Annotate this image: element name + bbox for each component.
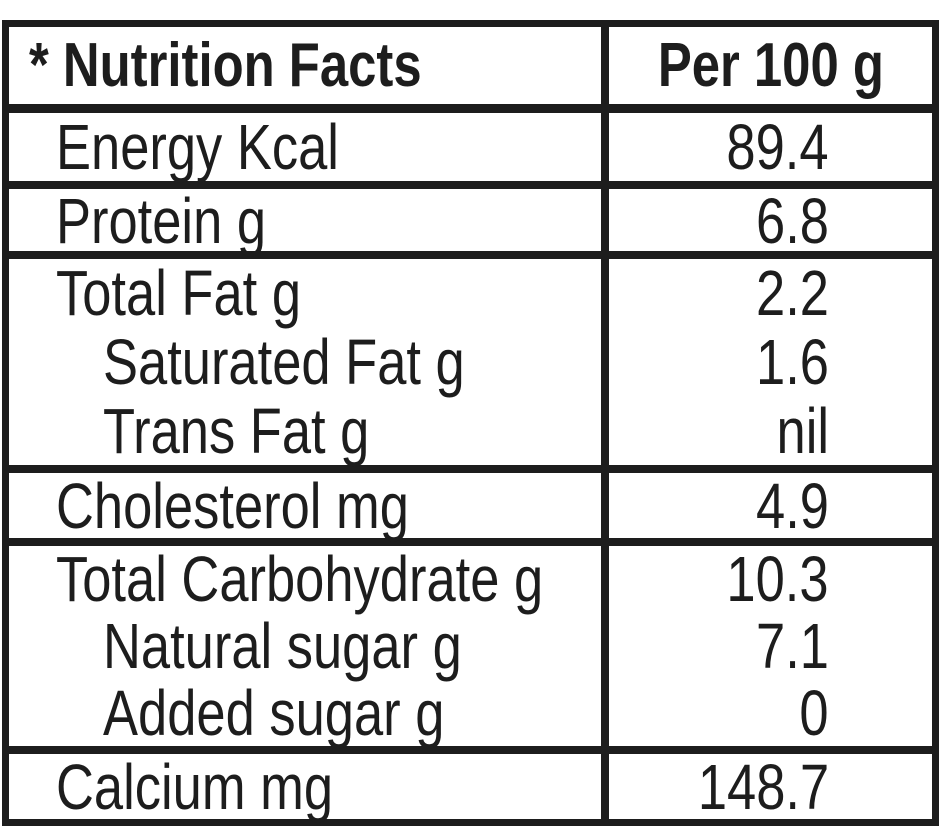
row-carbohydrate-group: Total Carbohydrate g Natural sugar g Add… xyxy=(9,546,932,754)
value-protein: 6.8 xyxy=(756,185,829,257)
carb-group-value-cell: 10.3 7.1 0 xyxy=(609,546,932,746)
row-cholesterol: Cholesterol mg 4.9 xyxy=(9,473,932,546)
label-line-sub: Natural sugar g xyxy=(9,613,601,680)
carb-group-label-cell: Total Carbohydrate g Natural sugar g Add… xyxy=(9,546,609,746)
row-protein-label-cell: Protein g xyxy=(9,189,609,253)
table-title: * Nutrition Facts xyxy=(29,30,422,100)
row-energy-label-cell: Energy Kcal xyxy=(9,113,609,181)
value-trans-fat: nil xyxy=(776,394,829,467)
label-cholesterol: Cholesterol mg xyxy=(56,469,409,542)
row-protein-value-cell: 6.8 xyxy=(609,189,932,253)
label-total-fat: Total Fat g xyxy=(56,257,302,330)
label-line: Total Carbohydrate g xyxy=(9,546,601,613)
fat-group-label-cell: Total Fat g Saturated Fat g Trans Fat g xyxy=(9,259,609,465)
nutrition-facts-table: * Nutrition Facts Per 100 g Energy Kcal … xyxy=(2,20,939,826)
label-calcium: Calcium mg xyxy=(56,750,334,823)
value-energy: 89.4 xyxy=(726,111,829,183)
value-line: 7.1 xyxy=(609,613,932,680)
row-calcium-label-cell: Calcium mg xyxy=(9,754,609,819)
value-added-sugar: 0 xyxy=(799,676,829,749)
value-line: 4.9 xyxy=(609,473,932,538)
label-total-carbohydrate: Total Carbohydrate g xyxy=(56,543,544,616)
value-total-carbohydrate: 10.3 xyxy=(726,543,829,616)
value-saturated-fat: 1.6 xyxy=(756,326,829,398)
value-total-fat: 2.2 xyxy=(756,257,829,330)
row-fat-group: Total Fat g Saturated Fat g Trans Fat g … xyxy=(9,259,932,473)
label-trans-fat: Trans Fat g xyxy=(103,394,370,467)
label-line-sub: Trans Fat g xyxy=(9,396,601,465)
label-line: Protein g xyxy=(9,189,601,253)
row-calcium: Calcium mg 148.7 xyxy=(9,754,932,819)
table-header-row: * Nutrition Facts Per 100 g xyxy=(9,27,932,113)
label-natural-sugar: Natural sugar g xyxy=(103,610,462,682)
row-calcium-value-cell: 148.7 xyxy=(609,754,932,819)
row-cholesterol-value-cell: 4.9 xyxy=(609,473,932,538)
value-line: 10.3 xyxy=(609,546,932,613)
label-line: Total Fat g xyxy=(9,259,601,328)
value-line: 89.4 xyxy=(609,113,932,181)
value-line: 6.8 xyxy=(609,189,932,253)
per-100g-column-header: Per 100 g xyxy=(657,30,884,100)
fat-group-value-cell: 2.2 1.6 nil xyxy=(609,259,932,465)
value-cholesterol: 4.9 xyxy=(756,469,829,542)
header-column-cell: Per 100 g xyxy=(609,27,932,104)
value-natural-sugar: 7.1 xyxy=(756,610,829,682)
value-line: 148.7 xyxy=(609,754,932,819)
label-line-sub: Saturated Fat g xyxy=(9,328,601,397)
label-protein: Protein g xyxy=(56,185,267,257)
label-added-sugar: Added sugar g xyxy=(103,676,445,749)
label-line: Energy Kcal xyxy=(9,113,601,181)
header-title-cell: * Nutrition Facts xyxy=(9,27,609,104)
header-title-line: * Nutrition Facts xyxy=(9,27,601,104)
row-energy: Energy Kcal 89.4 xyxy=(9,113,932,189)
value-line: 1.6 xyxy=(609,328,932,397)
label-line: Cholesterol mg xyxy=(9,473,601,538)
value-line: 2.2 xyxy=(609,259,932,328)
label-line-sub: Added sugar g xyxy=(9,679,601,746)
row-protein: Protein g 6.8 xyxy=(9,189,932,259)
label-line: Calcium mg xyxy=(9,754,601,819)
value-calcium: 148.7 xyxy=(697,750,829,823)
label-energy: Energy Kcal xyxy=(56,111,339,183)
row-energy-value-cell: 89.4 xyxy=(609,113,932,181)
value-line: nil xyxy=(609,396,932,465)
header-column-line: Per 100 g xyxy=(609,27,932,104)
label-saturated-fat: Saturated Fat g xyxy=(103,326,465,398)
row-cholesterol-label-cell: Cholesterol mg xyxy=(9,473,609,538)
value-line: 0 xyxy=(609,679,932,746)
